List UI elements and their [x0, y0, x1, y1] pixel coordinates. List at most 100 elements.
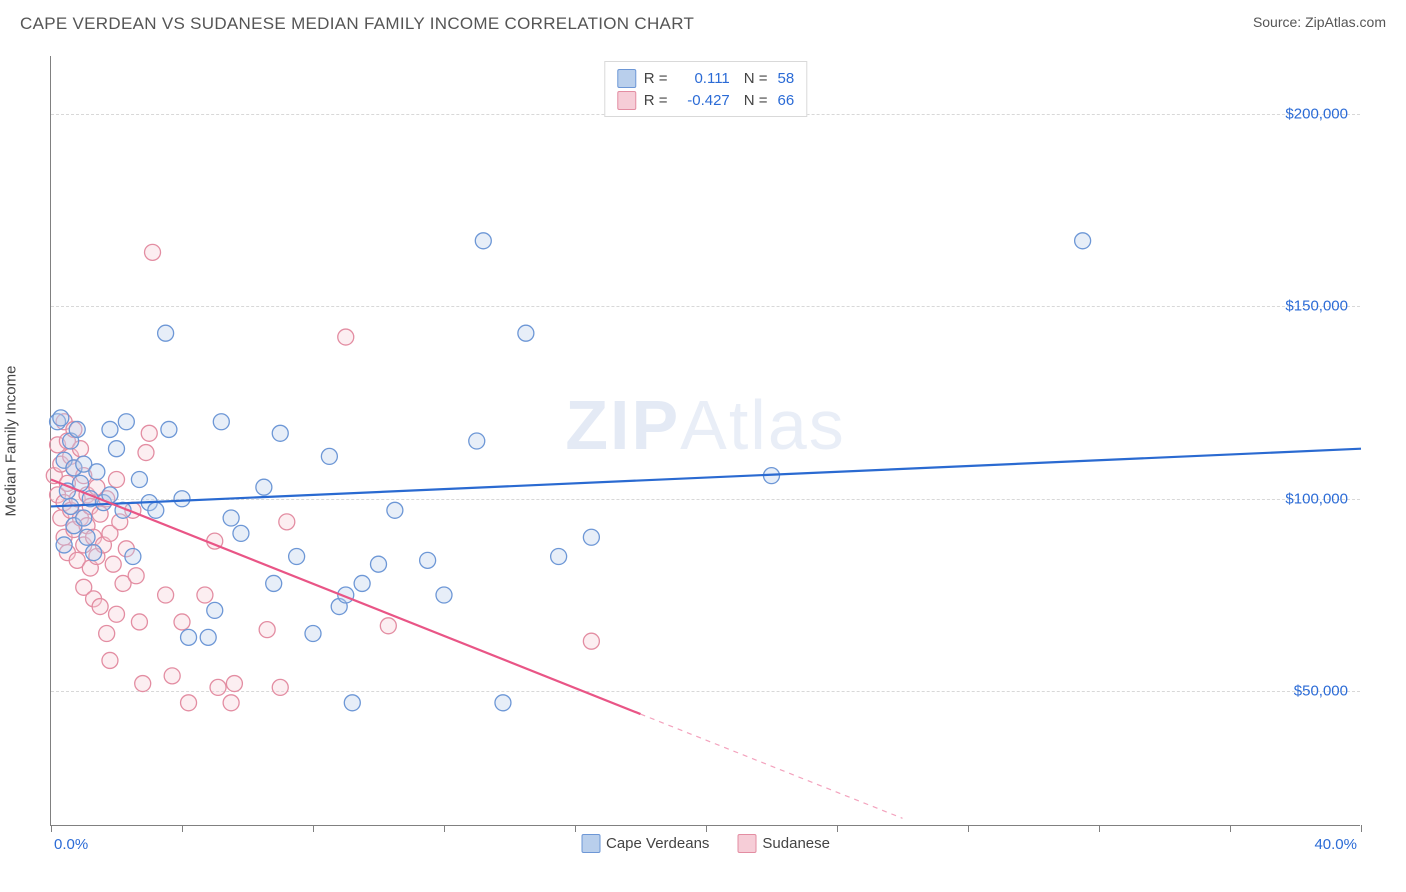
- scatter-point: [109, 472, 125, 488]
- scatter-point: [380, 618, 396, 634]
- scatter-point: [109, 441, 125, 457]
- legend-bottom-label-2: Sudanese: [762, 835, 830, 852]
- legend-group-1: Cape Verdeans: [581, 834, 709, 853]
- xtick: [444, 825, 445, 832]
- legend-group-2: Sudanese: [737, 834, 830, 853]
- chart-area: Median Family Income ZIPAtlas $50,000$10…: [50, 56, 1360, 826]
- scatter-point: [158, 325, 174, 341]
- legend-row-series-2: R = -0.427 N = 66: [617, 89, 794, 111]
- scatter-point: [181, 629, 197, 645]
- n-label-1: N =: [744, 70, 768, 87]
- scatter-point: [475, 233, 491, 249]
- scatter-point: [181, 695, 197, 711]
- scatter-point: [174, 491, 190, 507]
- r-value-1: 0.111: [678, 70, 730, 87]
- scatter-plot-svg: [51, 56, 1360, 825]
- source-prefix: Source:: [1253, 14, 1305, 30]
- scatter-point: [371, 556, 387, 572]
- scatter-point: [518, 325, 534, 341]
- xtick: [968, 825, 969, 832]
- scatter-point: [200, 629, 216, 645]
- scatter-point: [436, 587, 452, 603]
- legend-bottom-label-1: Cape Verdeans: [606, 835, 709, 852]
- scatter-point: [118, 414, 134, 430]
- scatter-point: [105, 556, 121, 572]
- n-value-2: 66: [778, 92, 795, 109]
- legend-swatch-1: [617, 69, 636, 88]
- scatter-point: [226, 676, 242, 692]
- scatter-point: [92, 599, 108, 615]
- r-value-2: -0.427: [678, 92, 730, 109]
- scatter-point: [102, 652, 118, 668]
- scatter-point: [86, 545, 102, 561]
- scatter-point: [99, 626, 115, 642]
- xtick: [182, 825, 183, 832]
- scatter-point: [69, 421, 85, 437]
- scatter-point: [164, 668, 180, 684]
- scatter-point: [161, 421, 177, 437]
- xtick: [575, 825, 576, 832]
- xtick: [837, 825, 838, 832]
- scatter-point: [102, 421, 118, 437]
- trend-line: [51, 449, 1361, 507]
- scatter-point: [1075, 233, 1091, 249]
- scatter-point: [207, 602, 223, 618]
- scatter-point: [128, 568, 144, 584]
- x-axis-label-left: 0.0%: [54, 836, 88, 853]
- scatter-point: [233, 525, 249, 541]
- series-legend: Cape Verdeans Sudanese: [571, 834, 840, 853]
- xtick: [51, 825, 52, 832]
- correlation-legend: R = 0.111 N = 58 R = -0.427 N = 66: [604, 61, 807, 117]
- scatter-point: [131, 472, 147, 488]
- legend-bottom-swatch-1: [581, 834, 600, 853]
- scatter-point: [53, 410, 69, 426]
- r-label-2: R =: [644, 92, 670, 109]
- scatter-point: [197, 587, 213, 603]
- scatter-point: [56, 537, 72, 553]
- r-label-1: R =: [644, 70, 670, 87]
- scatter-point: [495, 695, 511, 711]
- scatter-point: [387, 502, 403, 518]
- scatter-point: [79, 529, 95, 545]
- n-label-2: N =: [744, 92, 768, 109]
- scatter-point: [89, 464, 105, 480]
- scatter-point: [551, 549, 567, 565]
- scatter-point: [289, 549, 305, 565]
- xtick: [1361, 825, 1362, 832]
- scatter-point: [158, 587, 174, 603]
- scatter-point: [213, 414, 229, 430]
- y-axis-title: Median Family Income: [3, 365, 20, 516]
- scatter-point: [272, 679, 288, 695]
- scatter-point: [469, 433, 485, 449]
- scatter-point: [338, 329, 354, 345]
- scatter-point: [266, 575, 282, 591]
- scatter-point: [210, 679, 226, 695]
- n-value-1: 58: [778, 70, 795, 87]
- scatter-point: [109, 606, 125, 622]
- xtick: [1230, 825, 1231, 832]
- scatter-point: [138, 445, 154, 461]
- scatter-point: [125, 549, 141, 565]
- source-name: ZipAtlas.com: [1305, 14, 1386, 30]
- scatter-point: [272, 425, 288, 441]
- scatter-point: [131, 614, 147, 630]
- legend-row-series-1: R = 0.111 N = 58: [617, 67, 794, 89]
- scatter-point: [256, 479, 272, 495]
- x-axis-label-right: 40.0%: [1314, 836, 1357, 853]
- scatter-point: [321, 448, 337, 464]
- scatter-point: [583, 529, 599, 545]
- xtick: [706, 825, 707, 832]
- scatter-point: [148, 502, 164, 518]
- chart-title: CAPE VERDEAN VS SUDANESE MEDIAN FAMILY I…: [20, 14, 694, 33]
- scatter-point: [141, 425, 157, 441]
- legend-bottom-swatch-2: [737, 834, 756, 853]
- scatter-point: [135, 676, 151, 692]
- source-label: Source: ZipAtlas.com: [1253, 14, 1386, 30]
- scatter-point: [305, 626, 321, 642]
- scatter-point: [174, 614, 190, 630]
- xtick: [313, 825, 314, 832]
- scatter-point: [259, 622, 275, 638]
- scatter-point: [344, 695, 360, 711]
- legend-swatch-2: [617, 91, 636, 110]
- scatter-point: [420, 552, 436, 568]
